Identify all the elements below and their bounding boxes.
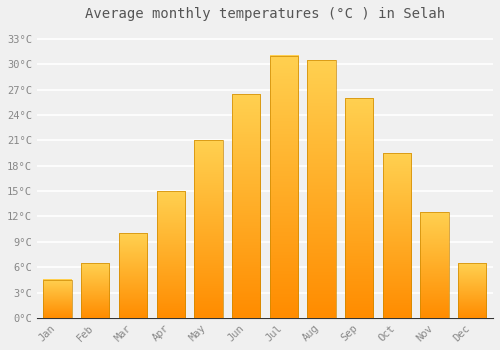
Title: Average monthly temperatures (°C ) in Selah: Average monthly temperatures (°C ) in Se… bbox=[85, 7, 445, 21]
Bar bbox=[194, 140, 222, 318]
Bar bbox=[383, 153, 411, 318]
Bar bbox=[119, 233, 147, 318]
Bar bbox=[345, 98, 374, 318]
Bar bbox=[458, 263, 486, 318]
Bar bbox=[44, 280, 72, 318]
Bar bbox=[81, 263, 110, 318]
Bar bbox=[308, 60, 336, 318]
Bar bbox=[156, 191, 185, 318]
Bar bbox=[232, 94, 260, 318]
Bar bbox=[420, 212, 449, 318]
Bar bbox=[270, 56, 298, 318]
